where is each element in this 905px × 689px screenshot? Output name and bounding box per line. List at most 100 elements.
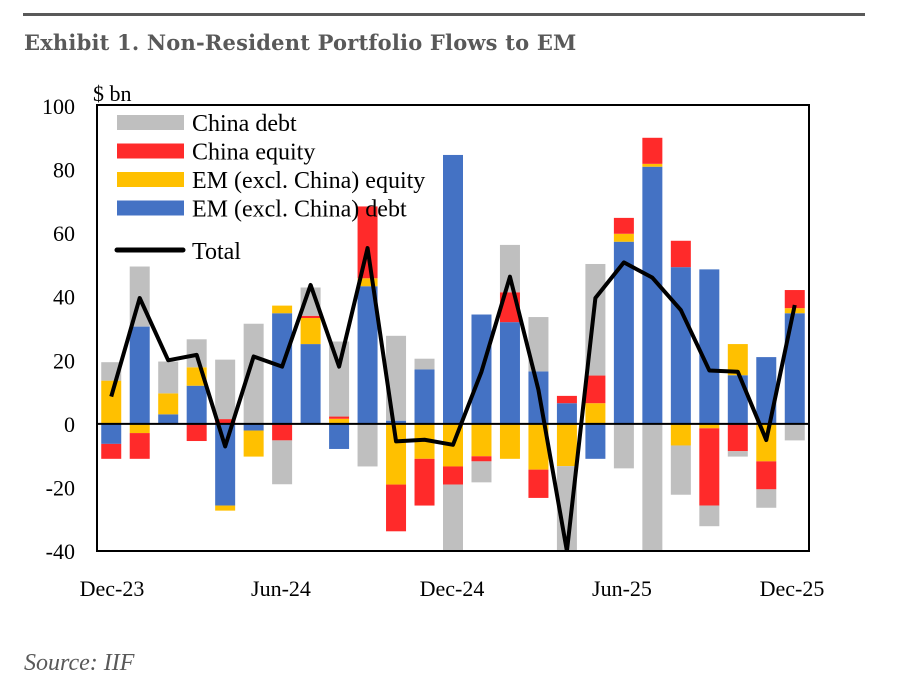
y-tick-label: 40 bbox=[53, 285, 75, 310]
bar-em-excl-china-debt-may-24 bbox=[243, 423, 264, 431]
bar-china-debt-mar-25 bbox=[528, 317, 549, 372]
legend-swatch bbox=[117, 200, 184, 216]
bar-em-excl-china-debt-oct-25 bbox=[727, 375, 748, 424]
bar-china-debt-feb-25 bbox=[499, 244, 520, 293]
bar-china-debt-jan-25 bbox=[471, 461, 492, 483]
bar-em-excl-china-debt-apr-24 bbox=[215, 423, 236, 506]
x-tick-label: Dec-23 bbox=[80, 576, 145, 601]
bar-china-equity-jan-25 bbox=[471, 456, 492, 462]
bar-em-excl-china-debt-jul-24 bbox=[300, 344, 321, 424]
bar-em-excl-china-debt-aug-24 bbox=[329, 423, 350, 449]
bar-em-excl-china-equity-aug-24 bbox=[329, 418, 350, 424]
bar-china-equity-nov-24 bbox=[414, 458, 435, 506]
bar-china-debt-aug-25 bbox=[670, 445, 691, 495]
x-tick-label: Jun-24 bbox=[251, 576, 311, 601]
bar-em-excl-china-equity-apr-24 bbox=[215, 505, 236, 511]
x-tick-label: Jun-25 bbox=[592, 576, 652, 601]
bar-china-equity-jul-24 bbox=[300, 315, 321, 319]
top-rule bbox=[23, 13, 865, 16]
legend-label: Total bbox=[192, 239, 241, 265]
bar-em-excl-china-debt-feb-25 bbox=[499, 322, 520, 424]
bar-em-excl-china-equity-jul-25 bbox=[642, 163, 663, 167]
bar-em-excl-china-equity-sep-25 bbox=[699, 423, 720, 429]
bar-china-equity-aug-25 bbox=[670, 240, 691, 268]
bar-em-excl-china-equity-feb-25 bbox=[499, 423, 520, 459]
bar-china-equity-apr-25 bbox=[556, 395, 577, 404]
bar-china-equity-jan-24 bbox=[129, 433, 150, 459]
bar-china-debt-jul-25 bbox=[642, 423, 663, 551]
bar-china-debt-may-24 bbox=[243, 323, 264, 424]
bar-em-excl-china-equity-may-25 bbox=[585, 403, 606, 424]
bar-china-equity-jun-24 bbox=[272, 423, 293, 441]
bar-em-excl-china-debt-oct-24 bbox=[386, 420, 407, 424]
bar-china-debt-nov-25 bbox=[756, 489, 777, 508]
bar-china-equity-dec-25 bbox=[784, 290, 805, 309]
x-tick-label: Dec-24 bbox=[420, 576, 485, 601]
bar-em-excl-china-equity-jun-24 bbox=[272, 305, 293, 314]
legend-swatch bbox=[117, 115, 184, 130]
bar-em-excl-china-debt-dec-23 bbox=[101, 423, 122, 444]
bar-china-debt-dec-25 bbox=[784, 423, 805, 441]
bar-em-excl-china-debt-jul-25 bbox=[642, 166, 663, 424]
bar-china-debt-sep-25 bbox=[699, 505, 720, 527]
y-tick-label: -20 bbox=[46, 475, 75, 500]
bar-china-debt-sep-24 bbox=[357, 423, 378, 467]
y-tick-label: 0 bbox=[64, 412, 75, 437]
bar-em-excl-china-equity-jan-24 bbox=[129, 423, 150, 434]
y-tick-label: 60 bbox=[53, 221, 75, 246]
bar-china-debt-dec-24 bbox=[443, 484, 463, 551]
legend-label: China debt bbox=[192, 111, 297, 137]
bar-em-excl-china-equity-oct-25 bbox=[727, 344, 748, 376]
bar-china-equity-jun-25 bbox=[613, 217, 634, 234]
bar-china-equity-mar-25 bbox=[528, 469, 549, 498]
bar-em-excl-china-equity-sep-24 bbox=[357, 278, 378, 287]
bar-em-excl-china-debt-may-25 bbox=[585, 423, 606, 459]
bar-em-excl-china-equity-may-24 bbox=[243, 430, 264, 457]
legend-label: China equity bbox=[192, 140, 315, 166]
y-tick-label: -40 bbox=[46, 539, 75, 564]
bar-china-equity-dec-24 bbox=[443, 466, 463, 485]
bar-china-debt-feb-24 bbox=[158, 361, 179, 394]
bar-em-excl-china-debt-sep-25 bbox=[699, 269, 720, 424]
bar-em-excl-china-equity-jun-25 bbox=[613, 233, 634, 242]
bar-em-excl-china-debt-mar-24 bbox=[186, 385, 207, 424]
bar-china-equity-oct-25 bbox=[727, 423, 748, 452]
y-tick-label: 20 bbox=[53, 348, 75, 373]
y-tick-label: 100 bbox=[42, 94, 75, 119]
bar-em-excl-china-equity-jan-25 bbox=[471, 423, 492, 457]
bar-china-equity-aug-24 bbox=[329, 416, 350, 419]
bar-china-equity-nov-25 bbox=[756, 461, 777, 490]
bar-china-debt-nov-24 bbox=[414, 358, 435, 370]
bar-em-excl-china-debt-jun-25 bbox=[613, 241, 634, 424]
chart-title: Exhibit 1. Non-Resident Portfolio Flows … bbox=[24, 30, 577, 55]
total-line bbox=[109, 246, 797, 551]
legend-label: EM (excl. China) debt bbox=[192, 197, 407, 223]
bar-china-equity-oct-24 bbox=[386, 484, 407, 532]
bar-em-excl-china-equity-oct-24 bbox=[386, 423, 407, 485]
bar-china-equity-apr-24 bbox=[215, 419, 236, 424]
bar-em-excl-china-equity-mar-25 bbox=[528, 423, 549, 470]
bar-em-excl-china-debt-nov-24 bbox=[414, 369, 435, 424]
legend-label: EM (excl. China) equity bbox=[192, 168, 425, 194]
bar-china-equity-sep-24 bbox=[357, 206, 378, 279]
bar-china-debt-apr-24 bbox=[215, 359, 236, 420]
x-tick-label: Dec-25 bbox=[760, 576, 825, 601]
legend-swatch bbox=[117, 143, 184, 159]
bar-em-excl-china-debt-jan-24 bbox=[129, 326, 150, 424]
bar-china-debt-jun-25 bbox=[613, 423, 634, 469]
bar-china-equity-may-25 bbox=[585, 375, 606, 404]
bar-em-excl-china-equity-apr-25 bbox=[556, 423, 577, 467]
y-tick-label: 80 bbox=[53, 158, 75, 183]
bar-em-excl-china-equity-aug-25 bbox=[670, 423, 691, 446]
bar-em-excl-china-equity-feb-24 bbox=[158, 393, 179, 415]
plot-frame bbox=[96, 104, 810, 552]
bar-china-equity-mar-24 bbox=[186, 423, 207, 442]
bar-china-equity-dec-23 bbox=[101, 443, 122, 459]
bar-china-debt-aug-24 bbox=[329, 341, 350, 417]
bar-em-excl-china-equity-nov-25 bbox=[756, 423, 777, 462]
bar-em-excl-china-equity-dec-23 bbox=[101, 380, 122, 424]
bar-em-excl-china-debt-feb-24 bbox=[158, 414, 179, 424]
bar-china-equity-sep-25 bbox=[699, 428, 720, 506]
